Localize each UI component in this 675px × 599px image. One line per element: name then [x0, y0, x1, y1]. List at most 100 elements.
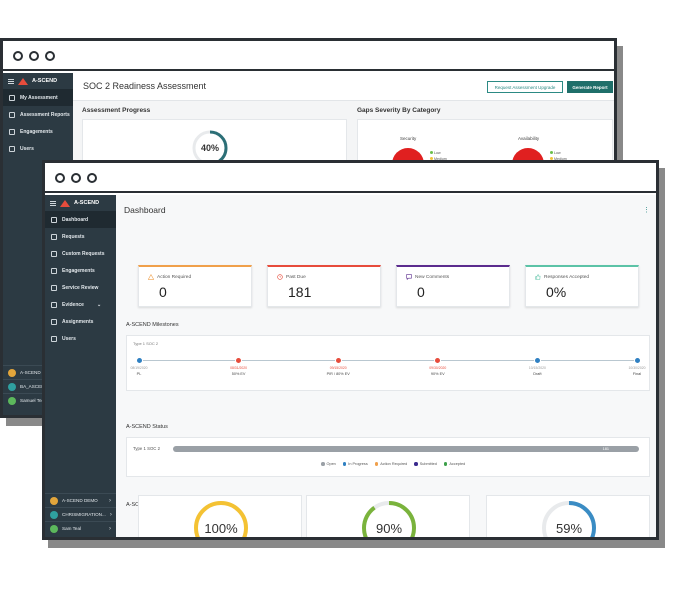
window-control-dot[interactable] [71, 173, 81, 183]
milestone-label: 90% EV [430, 372, 445, 376]
back-user-row[interactable]: Samuel Teal [3, 393, 73, 407]
nav-assignments[interactable]: Assignments [45, 313, 116, 330]
menu-icon[interactable] [50, 200, 56, 206]
legend-label: Low [434, 151, 441, 155]
nav-label: Dashboard [62, 216, 89, 223]
milestone-dot[interactable] [334, 356, 342, 364]
back-nav-users[interactable]: Users [3, 140, 73, 157]
card-label: Past Due [286, 275, 306, 280]
nav-label: Service Review [62, 284, 99, 291]
users-icon [9, 145, 15, 152]
milestone-label: PIR / 80% EV [326, 372, 350, 376]
requests-icon [51, 233, 57, 240]
window-control-dot[interactable] [45, 51, 55, 61]
front-browser-window: A-SCEND Dashboard Requests Custom Reques… [42, 160, 659, 540]
comment-icon [406, 274, 412, 280]
dashboard-icon [51, 216, 57, 223]
nav-label: Users [62, 335, 76, 342]
card-responses-accepted[interactable]: Responses Accepted 0% [525, 265, 639, 307]
nav-custom-requests[interactable]: Custom Requests [45, 245, 116, 262]
nav-service-review[interactable]: Service Review [45, 279, 116, 296]
status-legend: Open In Progress Action Required Submitted A… [321, 462, 465, 466]
nav-label: Users [20, 145, 34, 152]
legend-label: Open [326, 462, 336, 466]
status-count: 181 [602, 447, 609, 451]
status-title: A-SCEND Status [126, 424, 168, 430]
front-window-titlebar [45, 163, 656, 193]
nav-requests[interactable]: Requests [45, 228, 116, 245]
card-value: 0% [546, 284, 567, 300]
front-content: Dashboard ⋮ Action Required 0 Past Due 1… [116, 195, 656, 537]
back-nav-assessment-reports[interactable]: Assessment Reports [3, 106, 73, 123]
milestone-dot[interactable] [533, 356, 541, 364]
chevron-right-icon: › [109, 525, 111, 532]
card-label: Action Required [157, 275, 192, 280]
avatar [8, 368, 16, 377]
back-user-row[interactable]: BA_ASCENDE [3, 379, 73, 393]
milestone-dot[interactable] [235, 356, 243, 364]
front-brand: A-SCEND [45, 195, 116, 211]
card-new-comments[interactable]: New Comments 0 [396, 265, 510, 307]
crosswalk-ring: 59% [542, 501, 596, 537]
generate-report-button[interactable]: Generate Report [567, 81, 613, 93]
front-sidebar: A-SCEND Dashboard Requests Custom Reques… [45, 195, 116, 537]
nav-label: Requests [62, 233, 85, 240]
window-control-dot[interactable] [55, 173, 65, 183]
milestone-date: 08/31/2020 [230, 366, 248, 370]
milestone-dot[interactable] [434, 356, 442, 364]
legend-dot-icon [321, 462, 325, 466]
back-brand: A-SCEND [3, 73, 73, 89]
window-control-dot[interactable] [29, 51, 39, 61]
nav-engagements[interactable]: Engagements [45, 262, 116, 279]
milestones-title: A-SCEND Milestones [126, 322, 179, 328]
back-user-row[interactable]: A-SCEND DEMO [3, 365, 73, 379]
legend-label: Submitted [419, 462, 437, 466]
front-user-row[interactable]: CHRISMIGRATION... › [45, 507, 116, 521]
service-review-icon [51, 284, 57, 291]
card-action-required[interactable]: Action Required 0 [138, 265, 252, 307]
user-name: CHRISMIGRATION... [62, 512, 106, 517]
crosswalk-value: 100% [204, 521, 238, 536]
user-name: BA_ASCENDE [20, 384, 51, 389]
legend-label: Medium [554, 157, 567, 161]
legend-label: In Progress [348, 462, 368, 466]
crosswalk-ring-card: 100% [138, 495, 302, 537]
menu-icon[interactable] [8, 78, 14, 84]
card-past-due[interactable]: Past Due 181 [267, 265, 381, 307]
page-title: SOC 2 Readiness Assessment [83, 81, 207, 91]
custom-requests-icon [51, 250, 57, 257]
front-user-row[interactable]: Sam Teal › [45, 521, 116, 535]
nav-dashboard[interactable]: Dashboard [45, 211, 116, 228]
card-value: 0 [159, 284, 167, 300]
milestone-dot[interactable] [633, 356, 641, 364]
crosswalk-ring-arc [542, 501, 596, 537]
crosswalk-ring-arc [362, 501, 416, 537]
status-progress-bar[interactable]: 181 [173, 446, 639, 452]
nav-evidence[interactable]: Evidence ⌄ [45, 296, 116, 313]
ascend-logo-icon [60, 199, 70, 207]
milestone-dot[interactable] [135, 356, 143, 364]
avatar [50, 496, 58, 505]
front-user-row[interactable]: A-SCEND DEMO › [45, 493, 116, 507]
milestone-label: 50% EV [231, 372, 246, 376]
ascend-logo-icon [18, 77, 28, 85]
window-control-dot[interactable] [87, 173, 97, 183]
legend-dot-icon [342, 462, 347, 466]
nav-users[interactable]: Users [45, 330, 116, 347]
back-nav-my-assessment[interactable]: My Assessment [3, 89, 73, 106]
back-nav-engagements[interactable]: Engagements [3, 123, 73, 140]
milestone-date: 08/19/2020 [130, 366, 148, 370]
crosswalk-ring-arc [194, 501, 248, 537]
engagement-icon [9, 128, 15, 135]
crosswalk-ring: 90% [362, 501, 416, 537]
brand-name: A-SCEND [32, 78, 58, 84]
milestone-date: 10/30/2020 [628, 366, 646, 370]
crosswalk-ring-card: 59% [486, 495, 650, 537]
request-upgrade-button[interactable]: Request Assessment Upgrade [487, 81, 563, 93]
page-title: Dashboard [124, 205, 166, 215]
window-control-dot[interactable] [13, 51, 23, 61]
gaps-section-title: Gaps Severity By Category [357, 107, 441, 114]
card-label: New Comments [415, 275, 450, 280]
more-options-icon[interactable]: ⋮ [643, 207, 650, 214]
chevron-right-icon: › [109, 511, 112, 518]
